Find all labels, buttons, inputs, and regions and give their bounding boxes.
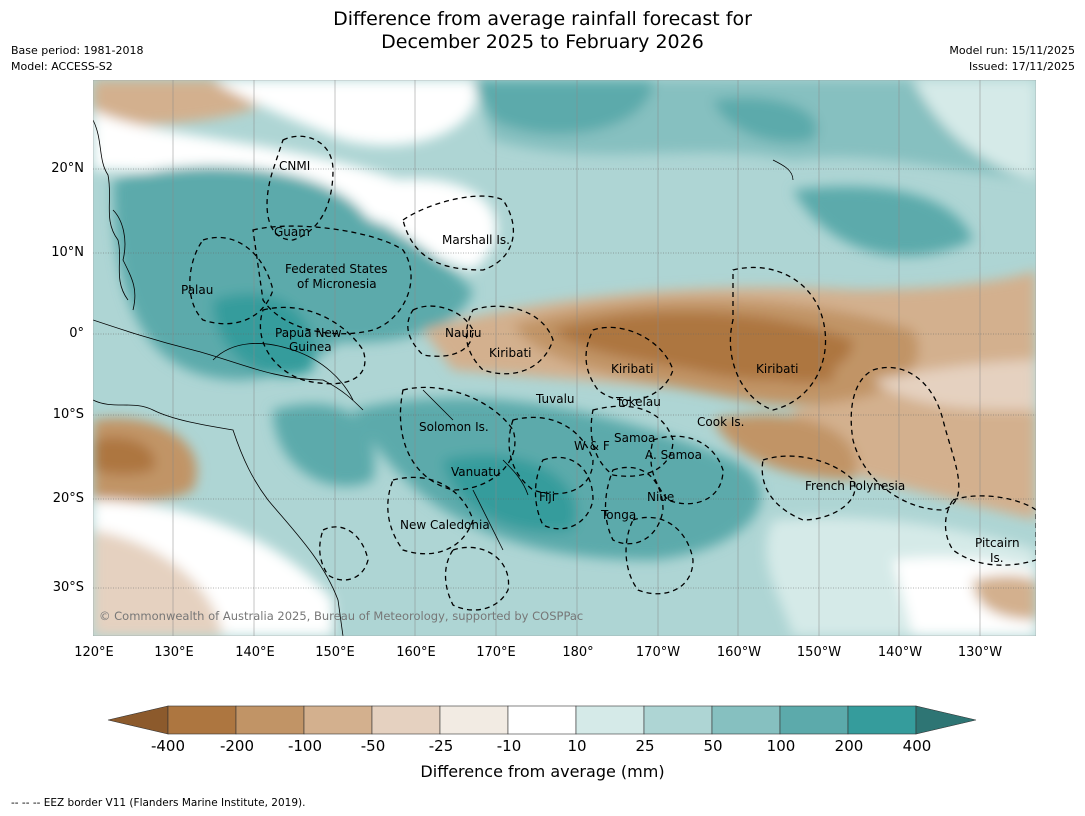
cbar-tick-2: -100 <box>287 737 323 755</box>
base-period: Base period: 1981-2018 <box>11 44 144 57</box>
lat-label-20n: 20°N <box>51 161 84 176</box>
meta-left: Base period: 1981-2018 Model: ACCESS-S2 <box>11 43 143 75</box>
colorbar-swatch <box>711 705 781 735</box>
colorbar-swatch <box>779 705 849 735</box>
colorbar-swatch <box>167 705 237 735</box>
colorbar-swatch <box>303 705 373 735</box>
cbar-tick-6: 10 <box>567 737 587 755</box>
label-tokelau: Tokelau <box>615 395 661 409</box>
lon-label-120e: 120°E <box>74 645 114 660</box>
cbar-tick-1: -200 <box>219 737 255 755</box>
label-pitcairn-1: Pitcairn <box>975 536 1020 550</box>
eez-borders <box>189 135 1036 611</box>
lon-label-160e: 160°E <box>396 645 436 660</box>
lon-label-130e: 130°E <box>154 645 194 660</box>
label-american-samoa: A. Samoa <box>645 448 702 462</box>
colorbar-swatch <box>847 705 917 735</box>
label-cnmi: CNMI <box>279 159 310 173</box>
label-kiribati-west: Kiribati <box>489 346 531 360</box>
colorbar-swatch <box>235 705 305 735</box>
label-french-polynesia: French Polynesia <box>805 479 905 493</box>
colorbar-swatch <box>371 705 441 735</box>
cbar-tick-9: 100 <box>766 737 796 755</box>
eez-footnote: -- -- -- EEZ border V11 (Flanders Marine… <box>11 797 306 809</box>
map-grid <box>93 168 1036 589</box>
cbar-tick-11: 400 <box>902 737 932 755</box>
cbar-tick-3: -50 <box>360 737 386 755</box>
label-tuvalu: Tuvalu <box>535 392 575 406</box>
colorbar-label: Difference from average (mm) <box>420 762 665 781</box>
copyright-notice: © Commonwealth of Australia 2025, Bureau… <box>99 609 583 623</box>
lon-label-150e: 150°E <box>315 645 355 660</box>
colorbar-swatch <box>643 705 713 735</box>
cbar-tick-8: 50 <box>703 737 723 755</box>
lat-label-10n: 10°N <box>51 245 84 260</box>
cbar-tick-10: 200 <box>834 737 864 755</box>
lat-label-10s: 10°S <box>52 407 84 422</box>
coastlines <box>93 119 794 636</box>
label-wallis-futuna: W & F <box>574 439 610 453</box>
lon-label-170e: 170°E <box>476 645 516 660</box>
label-nauru: Nauru <box>445 326 481 340</box>
cbar-tick-4: -25 <box>428 737 454 755</box>
colorbar <box>107 705 977 735</box>
map-title: Difference from average rainfall forecas… <box>0 8 1085 54</box>
label-marshall: Marshall Is. <box>442 233 510 247</box>
lon-label-150w: 150°W <box>796 645 842 660</box>
colorbar-extend-high <box>915 705 977 735</box>
colorbar-swatch <box>439 705 509 735</box>
model-name: Model: ACCESS-S2 <box>11 60 113 73</box>
colorbar-swatch <box>507 705 577 735</box>
lon-label-140e: 140°E <box>235 645 275 660</box>
lat-label-20s: 20°S <box>52 491 84 506</box>
label-new-caledonia: New Caledonia <box>400 518 490 532</box>
label-kiribati-east: Kiribati <box>756 362 798 376</box>
region-labels: CNMI Guam Marshall Is. Federated States … <box>181 159 1020 565</box>
issued-date: Issued: 17/11/2025 <box>968 60 1075 73</box>
title-line-1: Difference from average rainfall forecas… <box>333 8 752 30</box>
title-line-2: December 2025 to February 2026 <box>381 31 704 53</box>
meta-right: Model run: 15/11/2025 Issued: 17/11/2025 <box>949 43 1075 75</box>
colorbar-extend-low <box>107 705 169 735</box>
lat-label-30s: 30°S <box>52 580 84 595</box>
label-fsm-2: of Micronesia <box>297 277 377 291</box>
rainfall-map: CNMI Guam Marshall Is. Federated States … <box>93 80 1036 636</box>
label-guam: Guam <box>274 225 310 239</box>
lon-label-160w: 160°W <box>716 645 762 660</box>
lon-label-180: 180° <box>562 645 594 660</box>
label-palau: Palau <box>181 283 213 297</box>
label-tonga: Tonga <box>600 508 636 522</box>
label-pitcairn-2: Is. <box>990 551 1004 565</box>
cbar-tick-0: -400 <box>150 737 186 755</box>
label-fsm-1: Federated States <box>285 262 387 276</box>
cbar-tick-7: 25 <box>635 737 655 755</box>
lon-label-140w: 140°W <box>877 645 923 660</box>
label-kiribati-central: Kiribati <box>611 362 653 376</box>
label-png-1: Papua New <box>275 326 342 340</box>
label-fiji: Fiji <box>539 490 555 504</box>
lat-label-0: 0° <box>69 326 84 341</box>
label-vanuatu: Vanuatu <box>451 465 501 479</box>
label-cook-islands: Cook Is. <box>697 415 744 429</box>
label-png-2: Guinea <box>289 340 332 354</box>
lon-label-130w: 130°W <box>957 645 1003 660</box>
colorbar-swatch <box>575 705 645 735</box>
model-run: Model run: 15/11/2025 <box>949 44 1075 57</box>
cbar-tick-5: -10 <box>496 737 522 755</box>
lon-label-170w: 170°W <box>635 645 681 660</box>
label-solomon: Solomon Is. <box>419 420 489 434</box>
rainfall-field: CNMI Guam Marshall Is. Federated States … <box>93 80 1036 636</box>
label-niue: Niue <box>647 490 674 504</box>
label-samoa: Samoa <box>614 431 655 445</box>
